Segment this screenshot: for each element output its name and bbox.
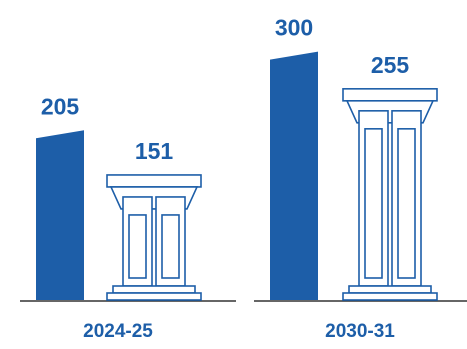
pillar-cap <box>106 174 202 188</box>
pillar-column-inner <box>397 128 416 279</box>
value-label: 300 <box>275 15 313 41</box>
value-label: 151 <box>135 138 174 164</box>
x-tick-label: 2030-31 <box>325 321 395 342</box>
pillar-cap <box>342 88 438 102</box>
pillar-plinth <box>106 292 202 301</box>
value-label: 255 <box>371 52 410 78</box>
bar <box>270 51 318 300</box>
pillar-column-inner <box>161 214 180 279</box>
pillar-base <box>348 285 432 294</box>
pillar-base <box>112 285 196 294</box>
x-tick-label: 2024-25 <box>83 321 153 342</box>
pillar <box>106 174 202 301</box>
pillar-column-inner <box>364 128 383 279</box>
value-label: 205 <box>41 93 80 119</box>
pillar-column-inner <box>128 214 147 279</box>
pillar-plinth <box>342 292 438 301</box>
pillar <box>342 88 438 301</box>
bar <box>36 130 84 300</box>
